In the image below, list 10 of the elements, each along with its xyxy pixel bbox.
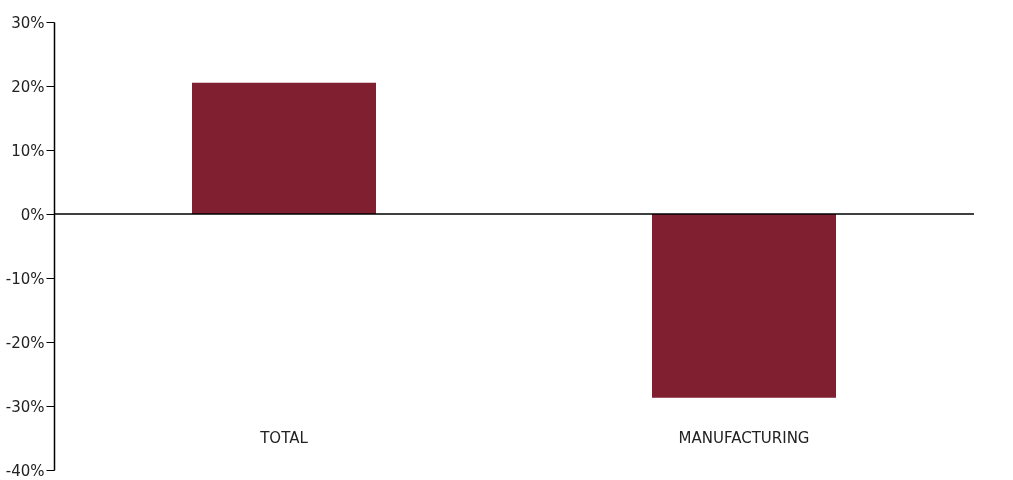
y-tick-label: 20% (11, 77, 45, 96)
y-tick-label: 30% (11, 13, 45, 32)
x-tick-label: TOTAL (259, 428, 309, 447)
x-tick-label: MANUFACTURING (678, 428, 810, 447)
y-tick-label: -40% (5, 461, 45, 480)
y-tick-label: -10% (5, 269, 45, 288)
y-tick-label: -20% (5, 333, 45, 352)
y-tick-label: 0% (20, 205, 45, 224)
y-tick-label: -30% (5, 397, 45, 416)
y-tick-label: 10% (11, 141, 45, 160)
